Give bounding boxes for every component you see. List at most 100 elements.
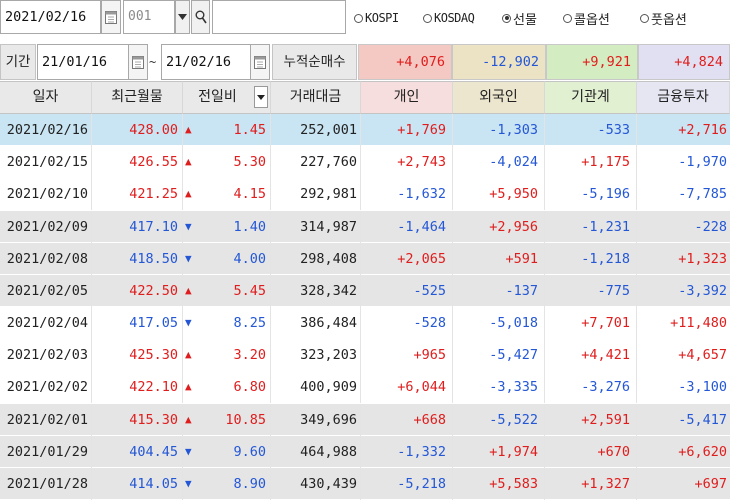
cell-trade-amount: 386,484 — [271, 307, 361, 340]
radio-label: 콜옵션 — [574, 12, 610, 28]
table-row[interactable]: 2021/02/02 422.10 6.80 ▲ 400,909 +6,044 -3,335… — [0, 371, 730, 404]
triangle-up-icon: ▲ — [185, 283, 192, 297]
radio-call-option[interactable]: 콜옵션 — [563, 9, 610, 28]
radio-label: 선물 — [513, 12, 537, 28]
cell-foreign: +1,974 — [453, 435, 545, 468]
base-date-input[interactable]: 2021/02/16 — [0, 0, 101, 34]
cell-price: 417.10 — [92, 210, 183, 243]
cell-date: 2021/02/05 — [0, 274, 92, 307]
header-trade-amount[interactable]: 거래대금 — [271, 81, 361, 114]
calendar-icon[interactable] — [128, 44, 148, 80]
radio-put-option[interactable]: 풋옵션 — [640, 9, 687, 28]
cell-date: 2021/02/16 — [0, 114, 92, 146]
cell-change: 8.25 ▼ — [183, 307, 271, 340]
cell-institution: +2,591 — [545, 403, 637, 436]
cell-individual: +6,044 — [361, 371, 453, 404]
cumulative-foreign: -12,902 — [452, 44, 546, 80]
table-row[interactable]: 2021/01/28 414.05 8.90 ▼ 430,439 -5,218 +5,583… — [0, 467, 730, 500]
cumulative-financial-investment: +4,824 — [638, 44, 730, 80]
cell-individual: -1,632 — [361, 178, 453, 211]
triangle-up-icon: ▲ — [185, 187, 192, 201]
cumulative-individual: +4,076 — [358, 44, 452, 80]
radio-circle-icon — [423, 13, 432, 23]
cell-price: 425.30 — [92, 339, 183, 372]
radio-circle-icon — [563, 13, 572, 23]
radio-label: KOSDAQ — [434, 11, 475, 25]
code-input[interactable]: 001 — [123, 0, 175, 34]
cell-foreign: +5,950 — [453, 178, 545, 211]
cell-institution: -533 — [545, 114, 637, 146]
cell-institution: +1,327 — [545, 467, 637, 500]
start-date-input[interactable]: 21/01/16 — [37, 44, 129, 80]
calendar-icon[interactable] — [101, 0, 121, 34]
cell-individual: -525 — [361, 274, 453, 307]
calendar-icon[interactable] — [250, 44, 270, 80]
table-row[interactable]: 2021/02/16 428.00 1.45 ▲ 252,001 +1,769 -1,303… — [0, 114, 730, 147]
search-icon[interactable] — [191, 0, 210, 34]
radio-futures[interactable]: 선물 — [502, 9, 537, 28]
cell-date: 2021/02/15 — [0, 146, 92, 179]
cell-date: 2021/02/04 — [0, 307, 92, 340]
cell-institution: +7,701 — [545, 307, 637, 340]
header-foreign[interactable]: 외국인 — [453, 81, 545, 114]
cell-change: 5.45 ▲ — [183, 274, 271, 307]
header-institution[interactable]: 기관계 — [545, 81, 637, 114]
cell-foreign: -137 — [453, 274, 545, 307]
cell-trade-amount: 464,988 — [271, 435, 361, 468]
triangle-up-icon: ▲ — [185, 155, 192, 169]
range-separator: ~ — [149, 55, 157, 69]
cell-foreign: -5,018 — [453, 307, 545, 340]
cell-individual: +1,769 — [361, 114, 453, 146]
table-row[interactable]: 2021/02/03 425.30 3.20 ▲ 323,203 +965 -5,427 +4… — [0, 339, 730, 372]
table-row[interactable]: 2021/02/15 426.55 5.30 ▲ 227,760 +2,743 -4,024… — [0, 146, 730, 179]
header-individual[interactable]: 개인 — [361, 81, 453, 114]
cumulative-institution: +9,921 — [546, 44, 638, 80]
end-date-input[interactable]: 21/02/16 — [161, 44, 251, 80]
cell-individual: +2,743 — [361, 146, 453, 179]
cell-trade-amount: 400,909 — [271, 371, 361, 404]
header-front-month[interactable]: 최근월물 — [92, 81, 183, 114]
cell-financial-investment: -228 — [694, 218, 727, 235]
period-bar: 기간 21/01/16 ~ 21/02/16 누적순매수 +4,076 -12,… — [0, 44, 730, 80]
cell-foreign: +591 — [453, 242, 545, 275]
cell-individual: -5,218 — [361, 467, 453, 500]
header-date[interactable]: 일자 — [0, 81, 92, 114]
triangle-down-icon: ▼ — [185, 476, 192, 490]
cell-institution: -1,231 — [545, 210, 637, 243]
header-financial-investment[interactable]: 금융투자 — [637, 81, 730, 114]
radio-kosdaq[interactable]: KOSDAQ — [423, 9, 475, 27]
cell-institution: +1,175 — [545, 146, 637, 179]
cell-price: 418.50 — [92, 242, 183, 275]
chevron-down-icon[interactable] — [254, 86, 268, 108]
cell-financial-investment: +2,716 — [678, 122, 727, 138]
table-row[interactable]: 2021/02/01 415.30 10.85 ▲ 349,696 +668 -5,522 +… — [0, 403, 730, 436]
triangle-down-icon: ▼ — [185, 316, 192, 330]
cell-trade-amount: 292,981 — [271, 178, 361, 211]
instrument-name-field — [212, 0, 346, 34]
table-row[interactable]: 2021/02/10 421.25 4.15 ▲ 292,981 -1,632 +5,950… — [0, 178, 730, 211]
table-header: 일자 최근월물 전일비 거래대금 개인 외국인 기관계 금융투자 — [0, 81, 730, 114]
cell-change: 6.80 ▲ — [183, 371, 271, 404]
cell-date: 2021/02/10 — [0, 178, 92, 211]
cell-trade-amount: 323,203 — [271, 339, 361, 372]
table-row[interactable]: 2021/02/09 417.10 1.40 ▼ 314,987 -1,464 +2,956… — [0, 210, 730, 243]
cell-date: 2021/02/03 — [0, 339, 92, 372]
table-row[interactable]: 2021/02/04 417.05 8.25 ▼ 386,484 -528 -5,018 +7… — [0, 307, 730, 340]
cell-change: 9.60 ▼ — [183, 435, 271, 468]
cell-price: 422.10 — [92, 371, 183, 404]
table-row[interactable]: 2021/02/08 418.50 4.00 ▼ 298,408 +2,065 +591 -1… — [0, 242, 730, 275]
cell-date: 2021/02/02 — [0, 371, 92, 404]
cumulative-net-buy-label: 누적순매수 — [272, 44, 357, 80]
cell-change: 5.30 ▲ — [183, 146, 271, 179]
chevron-down-icon[interactable] — [175, 0, 190, 34]
table-row[interactable]: 2021/02/05 422.50 5.45 ▲ 328,342 -525 -137 -775… — [0, 274, 730, 307]
cell-price: 414.05 — [92, 467, 183, 500]
cell-foreign: -3,335 — [453, 371, 545, 404]
cell-change: 4.15 ▲ — [183, 178, 271, 211]
table-row[interactable]: 2021/01/29 404.45 9.60 ▼ 464,988 -1,332 +1,974… — [0, 435, 730, 468]
radio-kospi[interactable]: KOSPI — [354, 9, 399, 27]
cell-foreign: -1,303 — [453, 114, 545, 146]
cell-financial-investment: -1,970 — [678, 154, 727, 171]
cell-institution: +4,421 — [545, 339, 637, 372]
cell-trade-amount: 328,342 — [271, 274, 361, 307]
